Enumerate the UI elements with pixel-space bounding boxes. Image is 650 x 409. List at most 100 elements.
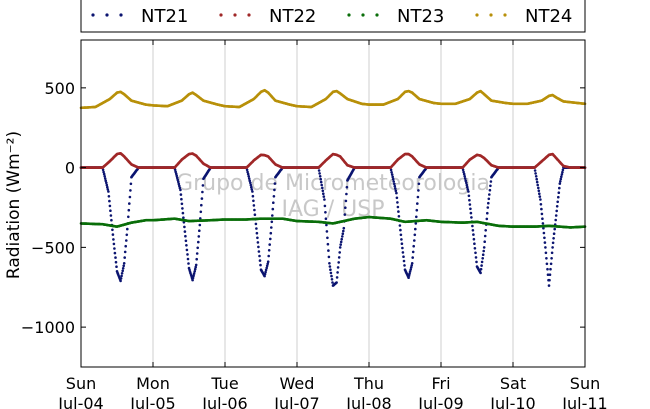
data-point — [257, 245, 260, 249]
data-point — [541, 217, 544, 220]
data-point — [269, 231, 273, 235]
data-point — [125, 239, 128, 242]
data-point — [411, 256, 415, 259]
data-point — [325, 230, 329, 233]
data-point — [407, 274, 411, 277]
data-point — [416, 195, 420, 199]
legend: NT21 NT22 NT23 NT24 — [80, 0, 586, 33]
data-point — [408, 272, 411, 275]
data-point — [328, 262, 331, 265]
data-point — [323, 204, 327, 208]
data-point — [114, 256, 117, 259]
data-point — [545, 257, 548, 260]
data-point — [410, 264, 414, 267]
data-point — [343, 213, 347, 216]
data-point — [409, 266, 413, 269]
data-point — [182, 216, 185, 219]
axes-frame — [80, 39, 586, 368]
data-point — [339, 243, 343, 246]
legend-marker — [489, 13, 493, 17]
data-point — [198, 229, 201, 232]
x-tick-label-day: Tue — [210, 374, 238, 393]
data-point — [121, 267, 125, 270]
data-point — [468, 198, 471, 202]
data-point — [106, 185, 109, 189]
data-point — [192, 272, 196, 275]
data-point — [475, 260, 478, 264]
data-point — [321, 186, 324, 190]
legend-marker — [375, 13, 379, 17]
data-point — [485, 217, 489, 221]
data-point — [483, 240, 487, 243]
data-point — [108, 204, 112, 208]
data-point — [191, 276, 195, 280]
data-point — [482, 246, 486, 249]
data-point — [345, 192, 348, 196]
data-point — [112, 242, 116, 246]
data-point — [557, 191, 561, 194]
data-point — [548, 273, 552, 277]
data-point — [547, 284, 551, 287]
data-point — [560, 173, 564, 176]
data-point — [125, 233, 129, 237]
data-point — [336, 271, 339, 274]
data-point — [403, 264, 406, 267]
data-point — [481, 253, 485, 256]
data-point — [471, 224, 474, 228]
data-point — [410, 262, 414, 265]
data-point — [336, 266, 340, 269]
data-point — [123, 250, 127, 254]
legend-item-nt21: NT21 — [91, 6, 188, 27]
data-point — [344, 206, 347, 209]
data-point — [324, 217, 328, 220]
data-point — [390, 173, 394, 176]
data-point — [173, 168, 177, 171]
data-point — [488, 188, 492, 192]
data-point — [390, 171, 393, 174]
data-point — [183, 225, 186, 229]
x-tick-label-date: Jul-10 — [489, 394, 535, 409]
data-point — [174, 170, 177, 173]
x-tick-label-day: Mon — [136, 374, 170, 393]
legend-label: NT24 — [525, 6, 572, 27]
series-nt23 — [79, 215, 587, 229]
data-point — [185, 244, 188, 247]
data-point — [338, 246, 342, 249]
data-point — [186, 253, 189, 256]
data-point — [195, 252, 199, 255]
data-point — [271, 207, 275, 211]
data-point — [552, 232, 556, 235]
data-point — [266, 260, 270, 264]
data-point — [542, 231, 546, 235]
data-point — [392, 180, 396, 183]
data-point — [200, 197, 204, 200]
data-point — [408, 270, 412, 273]
data-point — [248, 179, 251, 182]
data-point — [255, 231, 259, 235]
data-point — [399, 228, 402, 232]
data-point — [553, 227, 556, 231]
x-tick-label-day: Wed — [280, 374, 315, 393]
data-point — [401, 251, 405, 254]
data-point — [126, 227, 129, 231]
data-point — [253, 208, 256, 212]
data-point — [127, 215, 130, 219]
data-point — [549, 262, 553, 266]
data-point — [105, 183, 109, 187]
gridlines — [152, 40, 514, 367]
data-point — [180, 202, 184, 206]
data-point — [559, 177, 563, 181]
data-point — [110, 218, 113, 222]
data-point — [560, 175, 563, 178]
data-point — [544, 246, 547, 249]
data-point — [484, 229, 488, 232]
data-point — [119, 279, 122, 283]
data-point — [335, 281, 338, 284]
x-tick-label-date: Jul-04 — [57, 394, 103, 409]
data-point — [413, 239, 416, 242]
data-point — [187, 262, 190, 265]
legend-marker — [119, 13, 123, 17]
legend-marker — [247, 13, 251, 17]
data-point — [327, 249, 330, 252]
legend-marker — [219, 13, 223, 17]
